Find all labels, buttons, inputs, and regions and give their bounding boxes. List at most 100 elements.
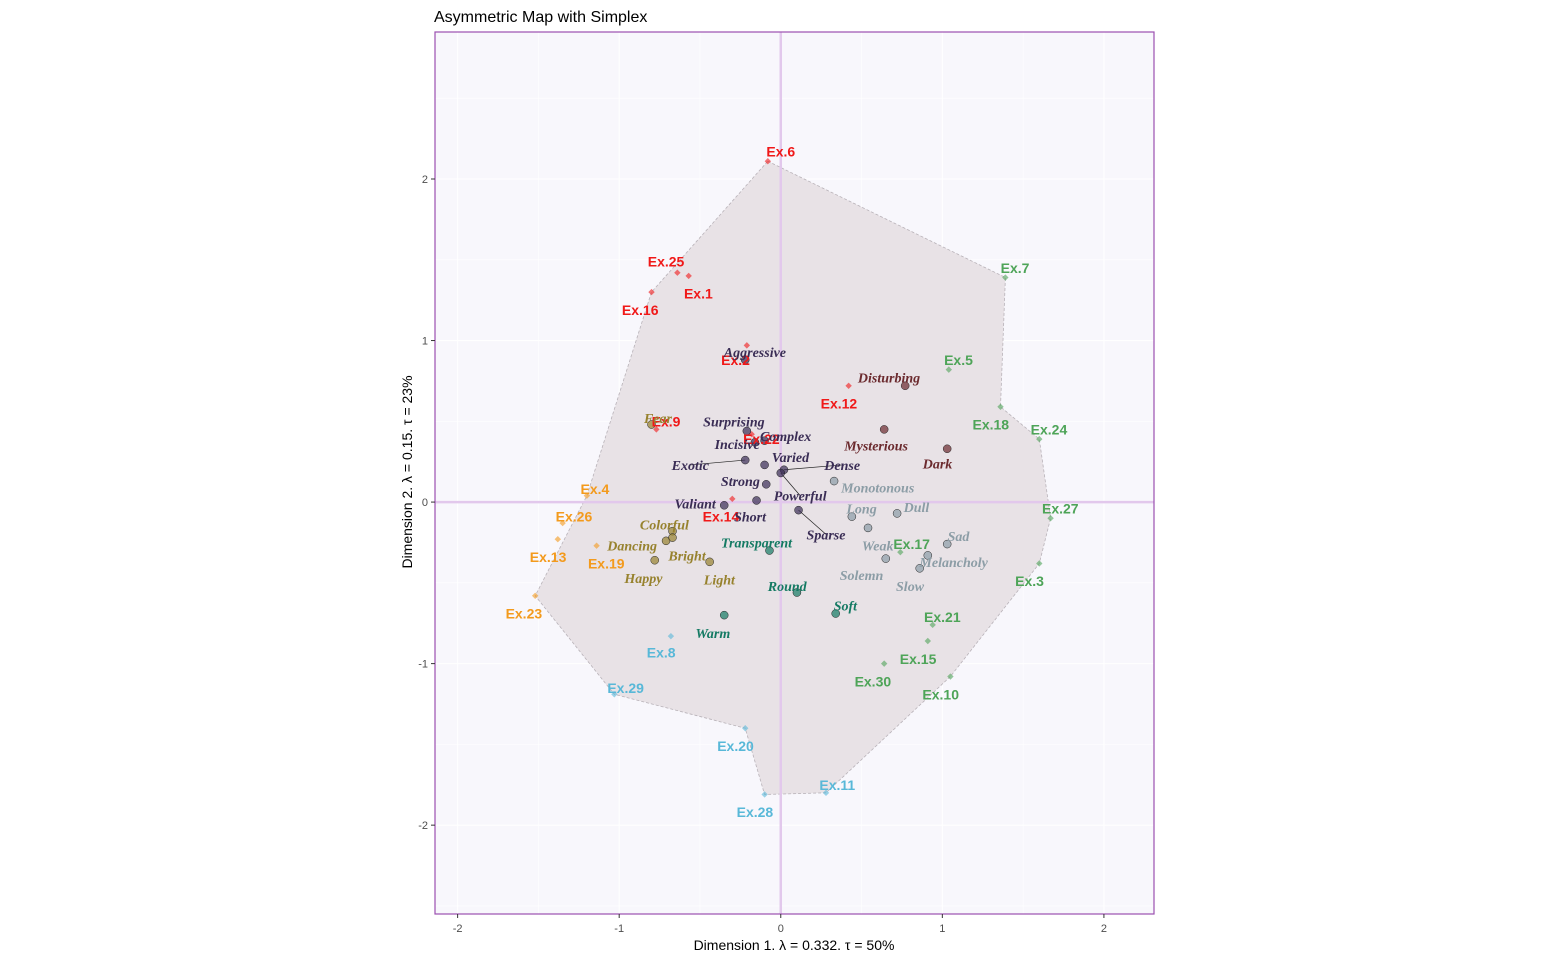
label-ex-1: Ex.1 — [684, 286, 713, 302]
point-ex-16 — [648, 288, 655, 296]
label-ex-16: Ex.16 — [622, 302, 659, 318]
label-light: Light — [703, 574, 736, 589]
point-complex — [760, 436, 769, 445]
point-ex-1 — [685, 272, 692, 280]
y-tick-label: 2 — [422, 174, 428, 186]
label-complex: Complex — [760, 430, 811, 445]
point-solemn — [881, 554, 891, 563]
point-ex-20 — [742, 725, 749, 732]
label-dark: Dark — [922, 457, 953, 472]
label-ex-3: Ex.3 — [1015, 573, 1044, 589]
label-ex-29: Ex.29 — [607, 680, 644, 696]
point-strong — [761, 480, 771, 489]
label-ex-8: Ex.8 — [647, 644, 676, 660]
point-ex-11 — [822, 789, 830, 797]
label-ex-12: Ex.12 — [821, 396, 858, 412]
x-tick-label: 0 — [778, 923, 784, 935]
point-ex-25 — [674, 269, 681, 276]
label-colorful: Colorful — [640, 519, 689, 534]
point-ex-21 — [929, 621, 936, 629]
x-tick-label: 1 — [939, 923, 945, 935]
point-ex-23 — [531, 592, 539, 599]
label-dancing: Dancing — [606, 540, 657, 555]
label-surprising: Surprising — [703, 415, 764, 430]
label-monotonous: Monotonous — [840, 482, 915, 497]
point-ex-24 — [1036, 435, 1043, 443]
x-tick-label: -1 — [614, 923, 624, 935]
point-ex-5 — [945, 366, 953, 373]
label-transparent: Transparent — [721, 536, 793, 551]
point-ex-10 — [947, 673, 954, 680]
point-short — [752, 496, 761, 505]
label-round: Round — [767, 580, 808, 595]
point-sad — [942, 539, 952, 549]
data-points — [531, 158, 1054, 798]
point-round — [792, 588, 802, 597]
y-tick-label: 0 — [422, 497, 428, 509]
point-ex-26 — [559, 519, 566, 527]
label-ex-14: Ex.14 — [703, 509, 740, 525]
point-aggressive — [740, 355, 750, 365]
point-ex-13 — [554, 536, 561, 543]
label-aggressive: Aggressive — [723, 346, 786, 361]
y-axis-label: Dimension 2. λ = 0.15. τ = 23% — [399, 375, 415, 568]
label-short: Short — [734, 511, 767, 526]
label-exotic: Exotic — [671, 459, 710, 474]
label-powerful: Powerful — [774, 490, 827, 505]
point-ex-30 — [880, 660, 888, 667]
x-axis-label: Dimension 1. λ = 0.332. τ = 50% — [694, 937, 895, 953]
leader-sparse — [798, 509, 827, 535]
point-ex-14 — [729, 495, 736, 503]
label-ex-15: Ex.15 — [900, 651, 937, 667]
label-incisive: Incisive — [714, 438, 760, 453]
label-ex-23: Ex.23 — [506, 606, 543, 622]
point-happy — [650, 555, 659, 565]
point-labels: Ex.6 Ex.25 Ex.1 Ex.16 Ex.2 Ex.12 Ex.9 Ex.22 Ex.1… — [506, 144, 1079, 821]
point-transparent — [765, 546, 774, 555]
label-soft: Soft — [834, 599, 858, 614]
point-mysterious — [879, 425, 889, 434]
point-fear — [647, 420, 656, 429]
y-tick-label: -1 — [418, 659, 428, 671]
label-ex-25: Ex.25 — [648, 253, 685, 269]
label-ex-24: Ex.24 — [1031, 421, 1068, 437]
x-tick-label: 2 — [1101, 923, 1107, 935]
label-ex-13: Ex.13 — [530, 549, 567, 565]
label-valiant: Valiant — [675, 498, 717, 513]
point-ex-12 — [845, 382, 852, 389]
point-ex-19 — [593, 542, 600, 549]
label-sad: Sad — [948, 530, 971, 545]
point-disturbing — [900, 381, 910, 391]
label-ex-22: Ex.22 — [743, 431, 780, 447]
point-ex-17 — [897, 548, 904, 556]
label-melancholy: Melancholy — [918, 556, 988, 571]
point-sparse — [794, 505, 803, 515]
label-ex-30: Ex.30 — [855, 673, 892, 689]
point-ex-4 — [583, 492, 591, 499]
point-varied — [760, 460, 769, 470]
label-slow: Slow — [896, 580, 925, 595]
leader-lines — [690, 459, 843, 535]
label-ex-6: Ex.6 — [766, 144, 795, 160]
leader-dense — [783, 464, 843, 471]
point-slow — [915, 564, 924, 573]
point-monotonous — [829, 476, 839, 486]
point-dark — [942, 444, 952, 454]
label-bright: Bright — [667, 549, 706, 564]
label-warm: Warm — [696, 627, 731, 642]
label-dull: Dull — [903, 501, 930, 516]
point-ex-18 — [997, 403, 1004, 410]
label-ex-4: Ex.4 — [581, 481, 610, 497]
plot-panel-border — [434, 31, 1155, 915]
label-ex-5: Ex.5 — [944, 352, 973, 368]
point-light — [705, 557, 714, 567]
label-sparse: Sparse — [807, 528, 846, 543]
point-long — [847, 512, 857, 521]
point-ex-29 — [611, 691, 618, 698]
label-strong: Strong — [721, 475, 760, 490]
leader-exotic — [690, 459, 746, 466]
point-incisive — [750, 438, 760, 447]
label-ex-2: Ex.2 — [721, 352, 750, 368]
point-surprising — [742, 426, 752, 436]
